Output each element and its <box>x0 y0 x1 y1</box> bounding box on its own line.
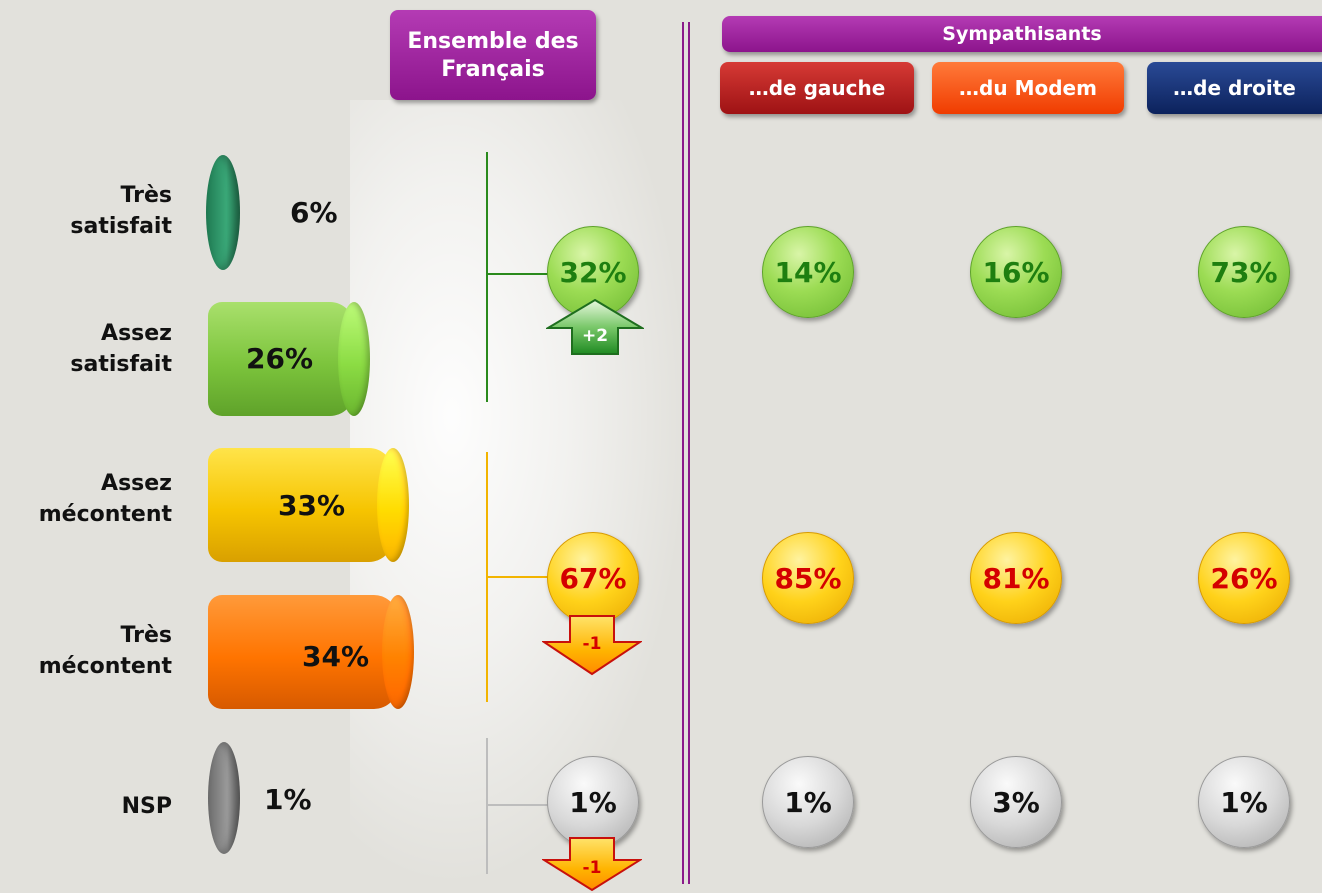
category-label: Assez satisfait <box>70 321 172 377</box>
separator-line <box>688 22 690 884</box>
evolution-down-label: -1 <box>582 858 602 878</box>
value-label-nsp: 1% <box>264 783 312 816</box>
header-ensemble: Ensemble des Français <box>390 10 596 100</box>
ensemble-nsp-ball: 1% <box>547 756 639 848</box>
ensemble-mecontent-ball: 67% <box>547 532 639 624</box>
evolution-down-arrow-icon <box>542 615 642 676</box>
header-droite: …de droite <box>1147 62 1322 114</box>
bracket-nsp <box>486 738 488 874</box>
header-droite-label: …de droite <box>1173 76 1296 100</box>
header-ensemble-label: Ensemble des Français <box>407 29 579 82</box>
gauche-mecontent-ball: 85% <box>762 532 854 624</box>
bracket-nsp-tick <box>486 804 552 806</box>
category-label: Très mécontent <box>38 623 172 679</box>
bar-nsp <box>208 742 240 854</box>
header-sympathisants: Sympathisants <box>722 16 1322 52</box>
droite-mecontent-ball: 26% <box>1198 532 1290 624</box>
header-gauche-label: …de gauche <box>748 76 886 100</box>
category-label: Très satisfait <box>70 183 172 239</box>
value-label-tres-mecontent: 34% <box>302 640 370 673</box>
bracket-satisfait-tick <box>486 273 552 275</box>
modem-mecontent-ball: 81% <box>970 532 1062 624</box>
header-gauche: …de gauche <box>720 62 914 114</box>
value-label-assez-mecontent: 33% <box>278 489 346 522</box>
bar-tres-satisfait <box>206 155 240 270</box>
evolution-up-label: +2 <box>581 326 609 346</box>
bracket-satisfait <box>486 152 488 402</box>
ensemble-satisfait-ball: 32% <box>547 226 639 318</box>
modem-nsp-ball: 3% <box>970 756 1062 848</box>
bar-assez-mecontent <box>208 448 393 562</box>
modem-satisfait-ball: 16% <box>970 226 1062 318</box>
droite-nsp-ball: 1% <box>1198 756 1290 848</box>
evolution-down-arrow-icon <box>542 837 642 892</box>
evolution-up-arrow-icon <box>546 298 644 355</box>
header-sympathisants-label: Sympathisants <box>942 23 1102 45</box>
value-label-tres-satisfait: 6% <box>290 196 338 229</box>
header-modem: …du Modem <box>932 62 1124 114</box>
evolution-down-label: -1 <box>582 634 602 654</box>
bar-tres-mecontent <box>208 595 398 709</box>
bar-assez-satisfait <box>208 302 354 416</box>
bracket-mecontent-tick <box>486 576 552 578</box>
gauche-satisfait-ball: 14% <box>762 226 854 318</box>
category-label: Assez mécontent <box>38 471 172 527</box>
separator-line <box>682 22 684 884</box>
category-label: NSP <box>121 794 172 819</box>
value-label-assez-satisfait: 26% <box>246 342 314 375</box>
gauche-nsp-ball: 1% <box>762 756 854 848</box>
header-modem-label: …du Modem <box>959 76 1097 100</box>
droite-satisfait-ball: 73% <box>1198 226 1290 318</box>
